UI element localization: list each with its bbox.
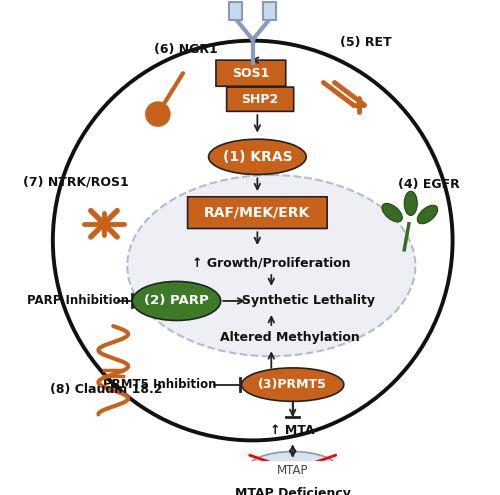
FancyBboxPatch shape (188, 197, 327, 229)
Ellipse shape (127, 175, 416, 356)
Text: RAF/MEK/ERK: RAF/MEK/ERK (204, 205, 310, 220)
Text: PRMT5 Inhibition: PRMT5 Inhibition (103, 378, 216, 391)
Ellipse shape (418, 205, 438, 224)
Text: MTAP: MTAP (277, 464, 308, 477)
Circle shape (146, 102, 170, 126)
Text: Synthetic Lethality: Synthetic Lethality (242, 295, 375, 307)
Text: PARP Inhibition: PARP Inhibition (27, 295, 129, 307)
Ellipse shape (404, 191, 417, 215)
Text: SHP2: SHP2 (242, 93, 279, 106)
Text: ↑ Growth/Proliferation: ↑ Growth/Proliferation (192, 256, 350, 269)
FancyBboxPatch shape (230, 1, 242, 20)
Text: (7) NTRK/ROS1: (7) NTRK/ROS1 (23, 175, 129, 189)
Text: (2) PARP: (2) PARP (144, 295, 209, 307)
Text: (8) Claudin 18.2: (8) Claudin 18.2 (50, 383, 162, 396)
FancyBboxPatch shape (216, 60, 286, 86)
Ellipse shape (246, 451, 339, 489)
Text: (1) KRAS: (1) KRAS (222, 150, 292, 164)
Ellipse shape (208, 139, 306, 175)
Text: (3)PRMT5: (3)PRMT5 (258, 378, 327, 391)
Ellipse shape (242, 368, 344, 401)
Text: (6) NGR1: (6) NGR1 (154, 43, 218, 55)
Text: ↑ MTA: ↑ MTA (270, 424, 315, 437)
Ellipse shape (132, 282, 220, 320)
Text: (4) EGFR: (4) EGFR (398, 178, 460, 191)
FancyBboxPatch shape (263, 1, 276, 20)
Text: Altered Methylation: Altered Methylation (220, 331, 360, 344)
FancyBboxPatch shape (226, 87, 294, 111)
Text: MTAP Deficiency: MTAP Deficiency (234, 487, 350, 495)
Ellipse shape (382, 203, 402, 222)
Text: (5) RET: (5) RET (340, 36, 392, 49)
Text: SOS1: SOS1 (232, 67, 270, 80)
